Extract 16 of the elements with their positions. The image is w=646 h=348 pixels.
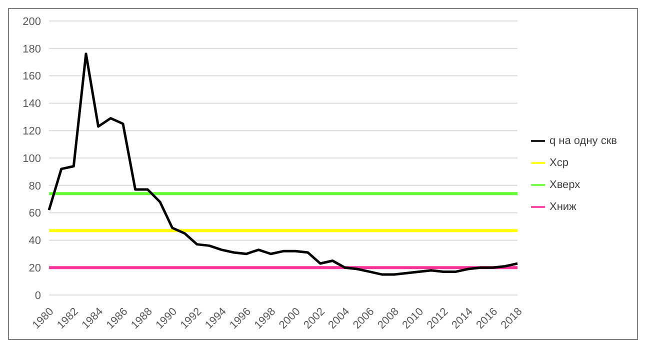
legend-label: Хср [549, 157, 568, 169]
y-tick-label: 180 [22, 43, 41, 56]
line-series [48, 52, 519, 276]
legend-label: Хверх [549, 179, 580, 191]
y-tick-label: 200 [22, 16, 41, 28]
y-tick-label: 40 [28, 235, 41, 248]
legend-label: Хниж [549, 201, 576, 213]
y-tick-label: 0 [34, 290, 41, 302]
y-tick-label: 60 [28, 208, 41, 220]
y-tick-label: 120 [22, 126, 41, 138]
y-tick-label: 80 [28, 180, 41, 192]
legend-label: q на одну скв [549, 135, 617, 147]
y-tick-label: 100 [22, 152, 41, 165]
y-tick-label: 160 [22, 70, 41, 83]
y-tick-label: 20 [28, 262, 41, 275]
y-tick-label: 140 [22, 98, 41, 110]
